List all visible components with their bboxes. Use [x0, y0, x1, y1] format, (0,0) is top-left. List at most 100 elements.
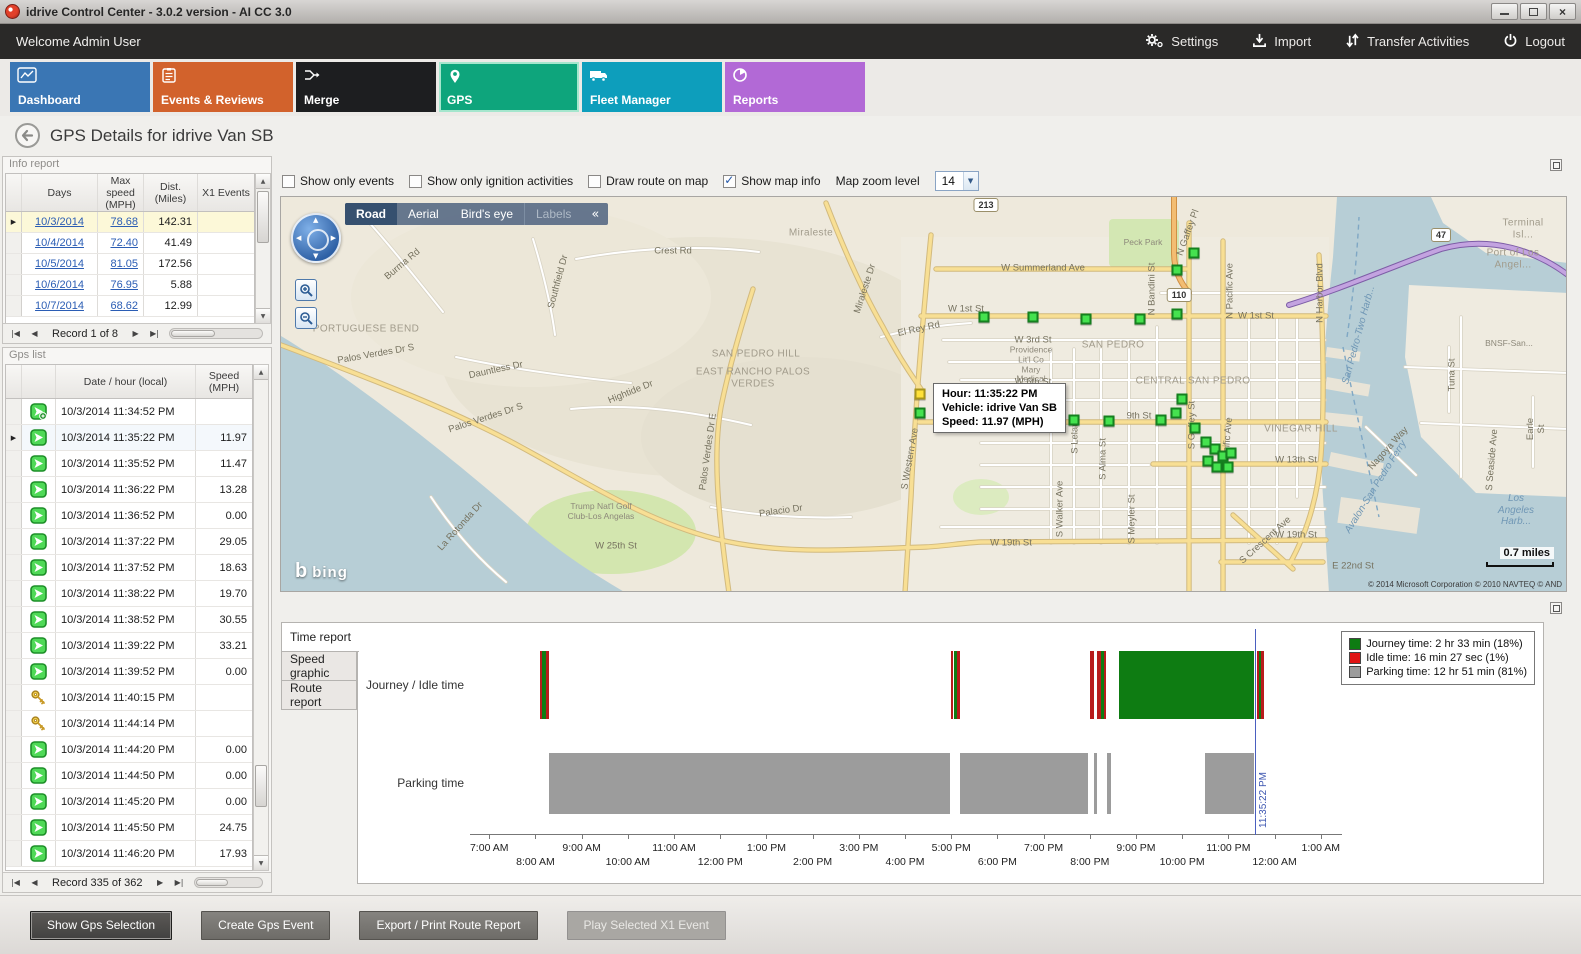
- column-header[interactable]: X1 Events: [202, 186, 250, 199]
- table-row[interactable]: ▶ 10/3/2014 11:35:22 PM 11.97: [6, 425, 252, 451]
- day-link[interactable]: 10/6/2014: [35, 279, 84, 291]
- table-row[interactable]: 10/7/2014 68.62 12.99: [6, 296, 254, 317]
- checkbox-show-only-events[interactable]: ✓ Show only events: [282, 174, 394, 188]
- checkbox-show-only-ignition-activities[interactable]: ✓ Show only ignition activities: [409, 174, 573, 188]
- scroll-down-icon[interactable]: ▼: [256, 308, 270, 323]
- day-link[interactable]: 10/4/2014: [35, 237, 84, 249]
- map-view-tab-aerial[interactable]: Aerial: [408, 207, 439, 221]
- prev-page-button[interactable]: ◀: [31, 329, 38, 338]
- title-bar[interactable]: idrive Control Center - 3.0.2 version - …: [0, 0, 1581, 24]
- horizontal-scrollbar[interactable]: [169, 328, 263, 339]
- table-row[interactable]: 10/3/2014 11:40:15 PM: [6, 685, 252, 711]
- close-button[interactable]: ×: [1549, 3, 1576, 20]
- minimize-button[interactable]: [1491, 3, 1518, 20]
- chevron-down-icon[interactable]: ▼: [962, 172, 978, 190]
- table-row[interactable]: 10/3/2014 11:37:22 PM 29.05: [6, 529, 252, 555]
- table-row[interactable]: 10/6/2014 76.95 5.88: [6, 275, 254, 296]
- gps-marker[interactable]: [1171, 264, 1183, 276]
- nav-tile-merge[interactable]: Merge: [296, 62, 436, 112]
- table-row[interactable]: ▶ 10/3/2014 78.68 142.31: [6, 212, 254, 233]
- table-row[interactable]: 10/3/2014 11:46:20 PM 17.93: [6, 841, 252, 867]
- gps-marker[interactable]: [1202, 455, 1214, 467]
- gps-marker[interactable]: [1170, 407, 1182, 419]
- gps-marker[interactable]: [1134, 313, 1146, 325]
- table-row[interactable]: 10/3/2014 11:44:50 PM 0.00: [6, 763, 252, 789]
- table-row[interactable]: 10/3/2014 11:35:52 PM 11.47: [6, 451, 252, 477]
- chart-panel-collapse-button[interactable]: [1550, 602, 1562, 614]
- zoom-out-button[interactable]: [295, 307, 317, 329]
- table-row[interactable]: 10/3/2014 11:34:52 PM: [6, 399, 252, 425]
- create-gps-event-button[interactable]: Create Gps Event: [201, 910, 331, 940]
- bing-logo[interactable]: b bing: [295, 560, 348, 583]
- table-row[interactable]: 10/3/2014 11:38:52 PM 30.55: [6, 607, 252, 633]
- back-button[interactable]: [14, 122, 41, 149]
- day-link[interactable]: 10/7/2014: [35, 300, 84, 312]
- nav-tile-reports[interactable]: Reports: [725, 62, 865, 112]
- gps-marker[interactable]: [1171, 308, 1183, 320]
- checkbox-box[interactable]: ✓: [588, 174, 602, 188]
- table-row[interactable]: 10/3/2014 11:39:52 PM 0.00: [6, 659, 252, 685]
- next-page-button[interactable]: ▶: [132, 329, 139, 338]
- table-row[interactable]: 10/3/2014 11:44:20 PM 0.00: [6, 737, 252, 763]
- checkbox-box[interactable]: ✓: [282, 174, 295, 188]
- play-selected-x1-event-button[interactable]: Play Selected X1 Event: [566, 910, 726, 940]
- first-page-button[interactable]: |◀: [11, 878, 20, 887]
- maximize-button[interactable]: [1520, 3, 1547, 20]
- logout-button[interactable]: Logout: [1503, 33, 1565, 51]
- max-speed-link[interactable]: 81.05: [110, 258, 138, 270]
- import-button[interactable]: Import: [1252, 33, 1311, 51]
- scrollbar-thumb[interactable]: [171, 330, 216, 337]
- map-view-tab-labels[interactable]: Labels: [524, 203, 582, 225]
- gps-marker[interactable]: [1155, 414, 1167, 426]
- map-panel-collapse-button[interactable]: [1550, 159, 1562, 171]
- table-row[interactable]: 10/3/2014 11:36:52 PM 0.00: [6, 503, 252, 529]
- checkbox-draw-route-on-map[interactable]: ✓ Draw route on map: [588, 174, 708, 188]
- pan-down-icon[interactable]: ▼: [313, 252, 319, 260]
- horizontal-scrollbar[interactable]: [193, 877, 263, 888]
- scroll-up-icon[interactable]: ▲: [254, 365, 268, 380]
- last-page-button[interactable]: ▶|: [150, 329, 159, 338]
- zoom-in-button[interactable]: [295, 279, 317, 301]
- column-header[interactable]: Speed (MPH): [208, 369, 240, 394]
- table-row[interactable]: 10/5/2014 81.05 172.56: [6, 254, 254, 275]
- info-report-vscrollbar[interactable]: ▲ ▼: [255, 173, 271, 324]
- day-link[interactable]: 10/3/2014: [35, 216, 84, 228]
- gps-marker[interactable]: [1189, 422, 1201, 434]
- scroll-down-icon[interactable]: ▼: [254, 855, 268, 870]
- gps-marker[interactable]: [1209, 443, 1221, 455]
- scroll-up-icon[interactable]: ▲: [256, 174, 270, 189]
- selected-gps-marker[interactable]: [914, 388, 926, 400]
- max-speed-link[interactable]: 68.62: [110, 300, 138, 312]
- transfer-activities-button[interactable]: Transfer Activities: [1345, 33, 1469, 51]
- column-header[interactable]: Days: [22, 174, 98, 211]
- nav-tile-dashboard[interactable]: Dashboard: [10, 62, 150, 112]
- gps-marker[interactable]: [1222, 461, 1234, 473]
- tab-route-report[interactable]: Route report: [281, 680, 357, 710]
- next-page-button[interactable]: ▶: [156, 878, 164, 887]
- gps-marker[interactable]: [978, 311, 990, 323]
- export-print-route-report-button[interactable]: Export / Print Route Report: [359, 910, 538, 940]
- gps-marker[interactable]: [1103, 415, 1115, 427]
- table-row[interactable]: 10/3/2014 11:45:50 PM 24.75: [6, 815, 252, 841]
- checkbox-box[interactable]: ✓: [409, 174, 423, 188]
- gps-marker[interactable]: [914, 407, 926, 419]
- scrollbar-thumb[interactable]: [195, 879, 228, 886]
- table-row[interactable]: 10/3/2014 11:36:22 PM 13.28: [6, 477, 252, 503]
- nav-tile-fleet-manager[interactable]: Fleet Manager: [582, 62, 722, 112]
- gps-marker[interactable]: [1225, 447, 1237, 459]
- show-gps-selection-button[interactable]: Show Gps Selection: [30, 910, 173, 940]
- table-row[interactable]: 10/4/2014 72.40 41.49: [6, 233, 254, 254]
- gps-marker[interactable]: [1200, 436, 1212, 448]
- table-row[interactable]: 10/3/2014 11:44:14 PM: [6, 711, 252, 737]
- max-speed-link[interactable]: 72.40: [110, 237, 138, 249]
- column-header[interactable]: Max speed (MPH): [98, 174, 144, 211]
- gps-marker[interactable]: [1068, 414, 1080, 426]
- gps-marker[interactable]: [1027, 311, 1039, 323]
- nav-tile-events-reviews[interactable]: Events & Reviews: [153, 62, 293, 112]
- gps-marker[interactable]: [1211, 461, 1223, 473]
- map-pan-control[interactable]: ▲ ▼ ◀ ▶: [291, 213, 341, 263]
- time-cursor[interactable]: [1255, 629, 1257, 835]
- tab-time-report[interactable]: Time report: [281, 622, 359, 652]
- tab-speed-graphic[interactable]: Speed graphic: [281, 651, 357, 681]
- pan-left-icon[interactable]: ◀: [296, 234, 302, 242]
